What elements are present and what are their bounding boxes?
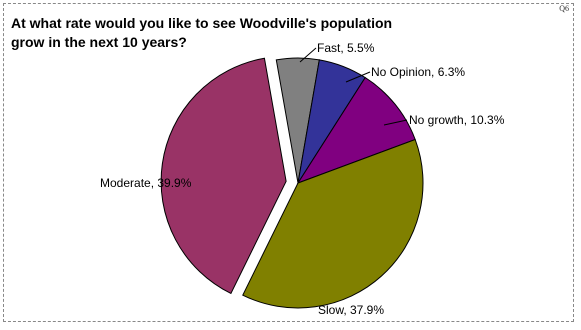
- chart-frame: [3, 3, 574, 322]
- slice-label-fast: Fast, 5.5%: [317, 41, 375, 55]
- chart-title: At what rate would you like to see Woodv…: [11, 15, 393, 50]
- slice-label-no-opinion: No Opinion, 6.3%: [371, 65, 465, 79]
- pie-slice-slow: [242, 138, 424, 309]
- pie-slice-no-growth: [296, 76, 416, 184]
- question-id: Q6: [559, 4, 569, 13]
- slice-label-slow: Slow, 37.9%: [318, 303, 384, 317]
- leader-line: [299, 47, 317, 63]
- pie-slice-moderate: [160, 57, 287, 295]
- slice-label-moderate: Moderate, 39.9%: [100, 176, 192, 190]
- leader-line: [345, 71, 371, 83]
- slice-label-no-growth: No growth, 10.3%: [409, 113, 505, 127]
- leader-line: [383, 119, 408, 126]
